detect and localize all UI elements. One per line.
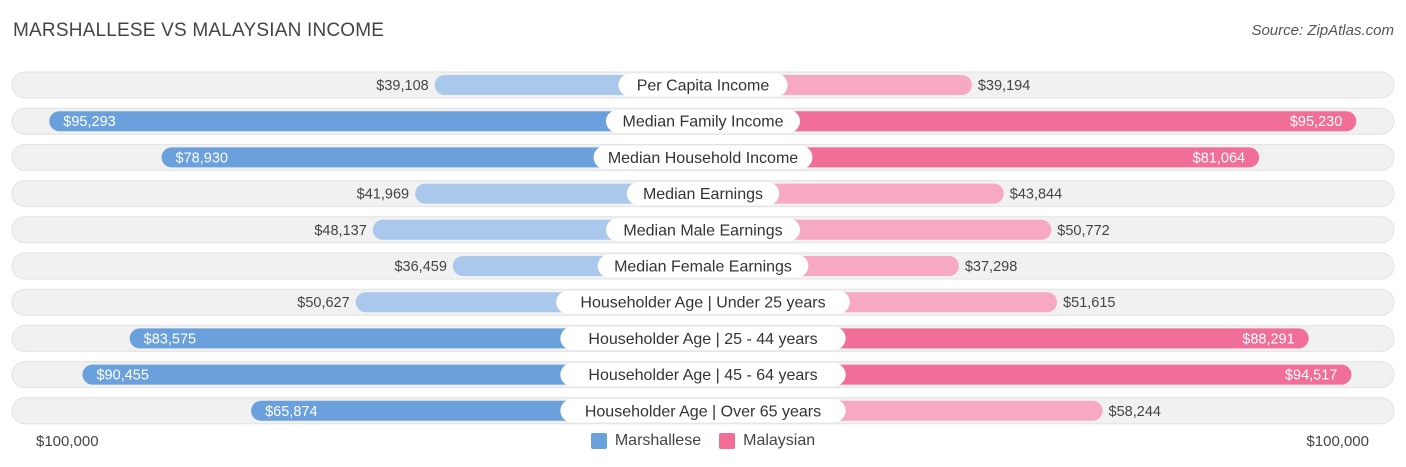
legend: Marshallese Malaysian (0, 432, 1406, 450)
bar-malaysian (703, 111, 1357, 132)
bar-malaysian (703, 328, 1309, 349)
value-label-malaysian: $50,772 (1057, 223, 1109, 239)
axis-left-label: $100,000 (36, 433, 99, 450)
value-label-malaysian: $37,298 (965, 259, 1017, 275)
bar-marshallese (49, 111, 703, 132)
value-label-marshallese: $83,575 (144, 331, 196, 347)
value-label-malaysian: $58,244 (1109, 404, 1161, 420)
category-label: Householder Age | 45 - 64 years (588, 367, 817, 384)
legend-item-marshallese[interactable]: Marshallese (590, 432, 702, 450)
category-pill (606, 109, 800, 133)
axis-right-label: $100,000 (1306, 433, 1369, 450)
bar-malaysian (703, 364, 1352, 385)
category-label: Median Family Income (623, 114, 784, 131)
category-pill (560, 326, 846, 350)
legend-swatch-malaysian (719, 433, 736, 449)
category-label: Householder Age | Under 25 years (580, 295, 825, 312)
value-label-malaysian: $88,291 (1242, 331, 1294, 347)
value-label-malaysian: $51,615 (1063, 295, 1115, 311)
value-label-marshallese: $36,459 (394, 259, 446, 275)
category-label: Householder Age | Over 65 years (585, 403, 821, 420)
value-label-marshallese: $41,969 (357, 187, 409, 203)
value-label-marshallese: $95,293 (63, 114, 115, 130)
value-label-malaysian: $94,517 (1285, 368, 1337, 384)
bar-marshallese (161, 147, 703, 168)
source-label: Source: ZipAtlas.com (1251, 22, 1394, 39)
category-label: Householder Age | 25 - 44 years (588, 331, 817, 348)
bar-marshallese (82, 364, 703, 385)
category-label: Per Capita Income (637, 78, 770, 95)
bar-malaysian (703, 147, 1260, 168)
value-label-malaysian: $43,844 (1010, 187, 1062, 203)
income-comparison-chart: $39,108 $39,194 Per Capita Income $95,293 $9… (11, 71, 1395, 425)
legend-item-malaysian[interactable]: Malaysian (719, 432, 815, 450)
value-label-malaysian: $81,064 (1193, 150, 1245, 166)
legend-swatch-marshallese (590, 433, 607, 449)
value-label-malaysian: $95,230 (1290, 114, 1342, 130)
category-label: Median Male Earnings (623, 222, 782, 239)
category-pill (560, 399, 846, 423)
category-label: Median Female Earnings (614, 259, 792, 276)
value-label-marshallese: $50,627 (297, 295, 349, 311)
category-pill (606, 218, 800, 242)
legend-label-marshallese: Marshallese (614, 432, 702, 449)
legend-label-malaysian: Malaysian (743, 432, 816, 449)
value-label-marshallese: $78,930 (176, 150, 228, 166)
chart-title: MARSHALLESE VS MALAYSIAN INCOME (13, 20, 385, 41)
category-label: Median Earnings (643, 186, 763, 203)
bar-malaysian (703, 183, 1004, 204)
value-label-marshallese: $90,455 (96, 368, 148, 384)
category-pill (593, 145, 813, 169)
category-pill (560, 363, 846, 387)
category-pill (626, 182, 780, 206)
category-label: Median Household Income (608, 150, 798, 167)
category-pill (618, 73, 788, 97)
value-label-marshallese: $39,108 (376, 78, 428, 94)
value-label-malaysian: $39,194 (978, 78, 1030, 94)
category-pill (597, 254, 809, 278)
category-pill (556, 290, 850, 314)
value-label-marshallese: $48,137 (314, 223, 366, 239)
value-label-marshallese: $65,874 (265, 404, 317, 420)
bar-marshallese (129, 328, 703, 349)
